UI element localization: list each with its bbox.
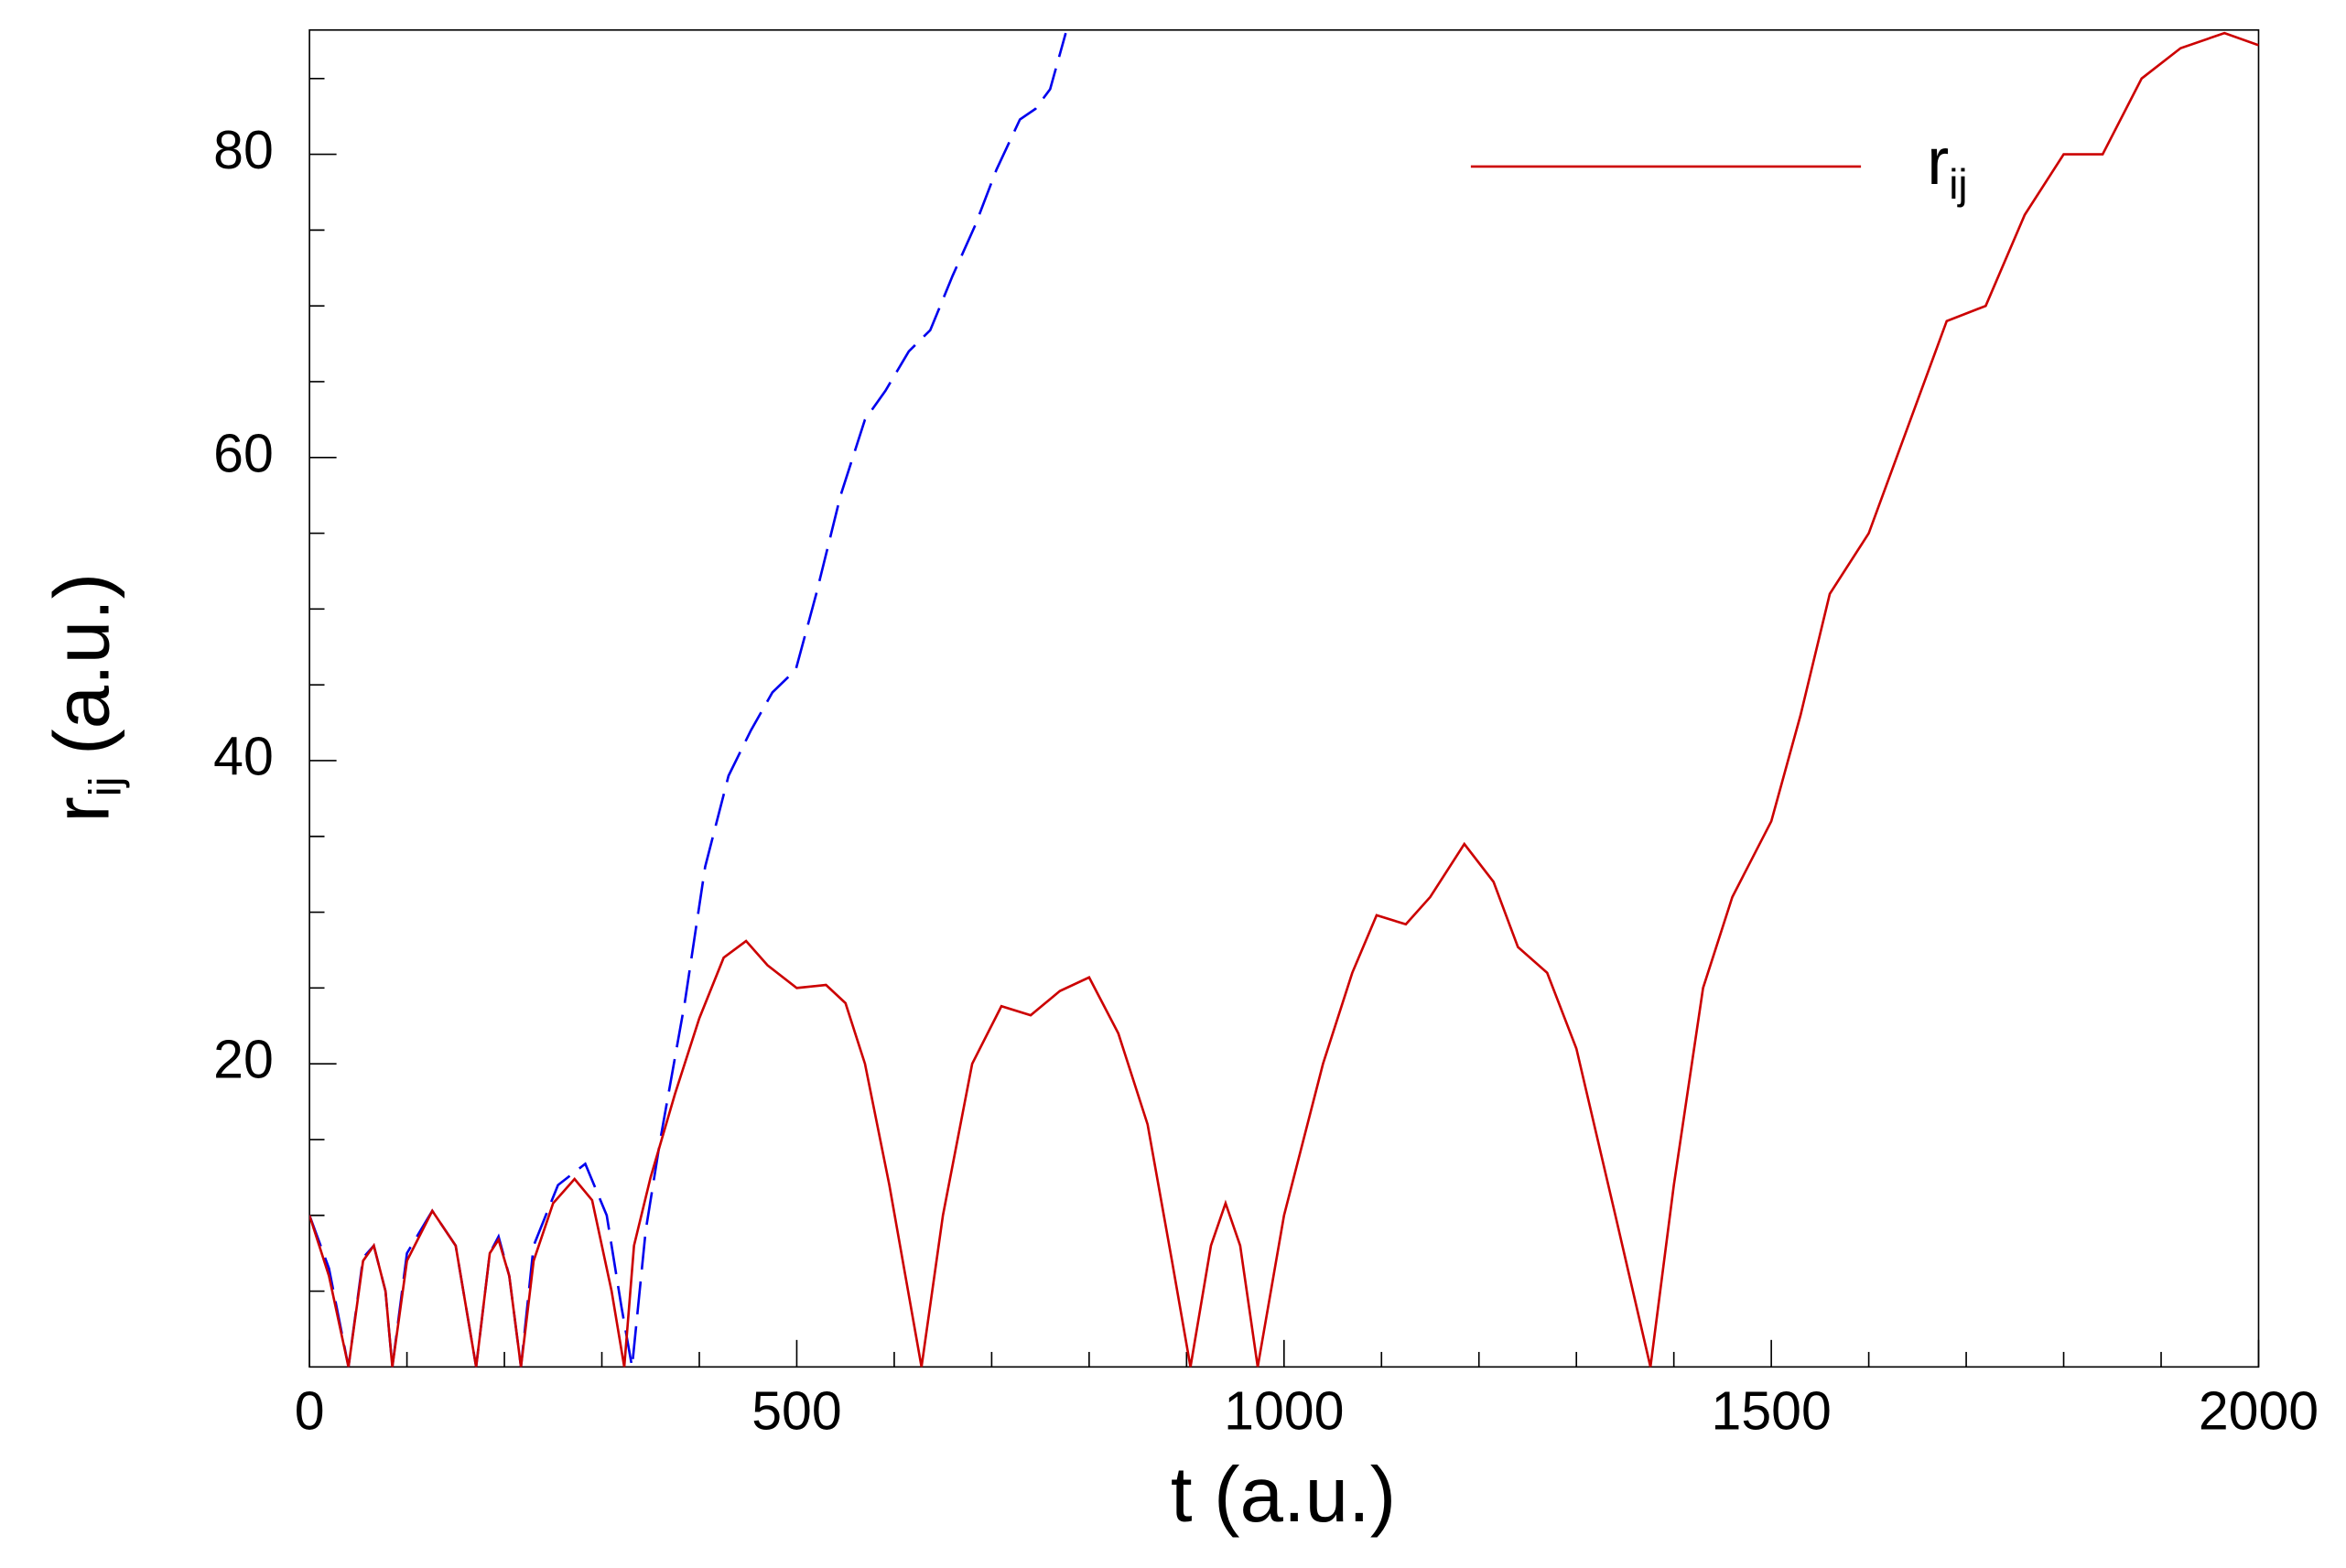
- x-tick-label: 2000: [2199, 1380, 2319, 1441]
- y-axis-title-unit: (a.u.): [38, 573, 125, 777]
- y-tick-label: 20: [213, 1030, 274, 1090]
- y-tick-label: 60: [213, 423, 274, 483]
- legend-label: rij: [1927, 125, 1967, 208]
- x-tick-label: 0: [295, 1380, 325, 1441]
- y-axis-title-base: r: [38, 796, 125, 822]
- y-axis-title-sub: ij: [80, 776, 130, 796]
- data-line: [309, 31, 2259, 1368]
- x-tick-label: 1000: [1224, 1380, 1344, 1441]
- legend-label-base: r: [1927, 125, 1949, 199]
- legend-label-sub: ij: [1949, 160, 1967, 208]
- x-axis-title: t (a.u.): [1171, 1452, 1396, 1539]
- x-tick-label: 1500: [1712, 1380, 1832, 1441]
- y-axis-title: rij (a.u.): [38, 573, 130, 823]
- x-tick-label: 500: [751, 1380, 841, 1441]
- y-tick-label: 40: [213, 727, 274, 787]
- y-tick-label: 80: [213, 120, 274, 180]
- plot-frame: [308, 28, 2260, 1368]
